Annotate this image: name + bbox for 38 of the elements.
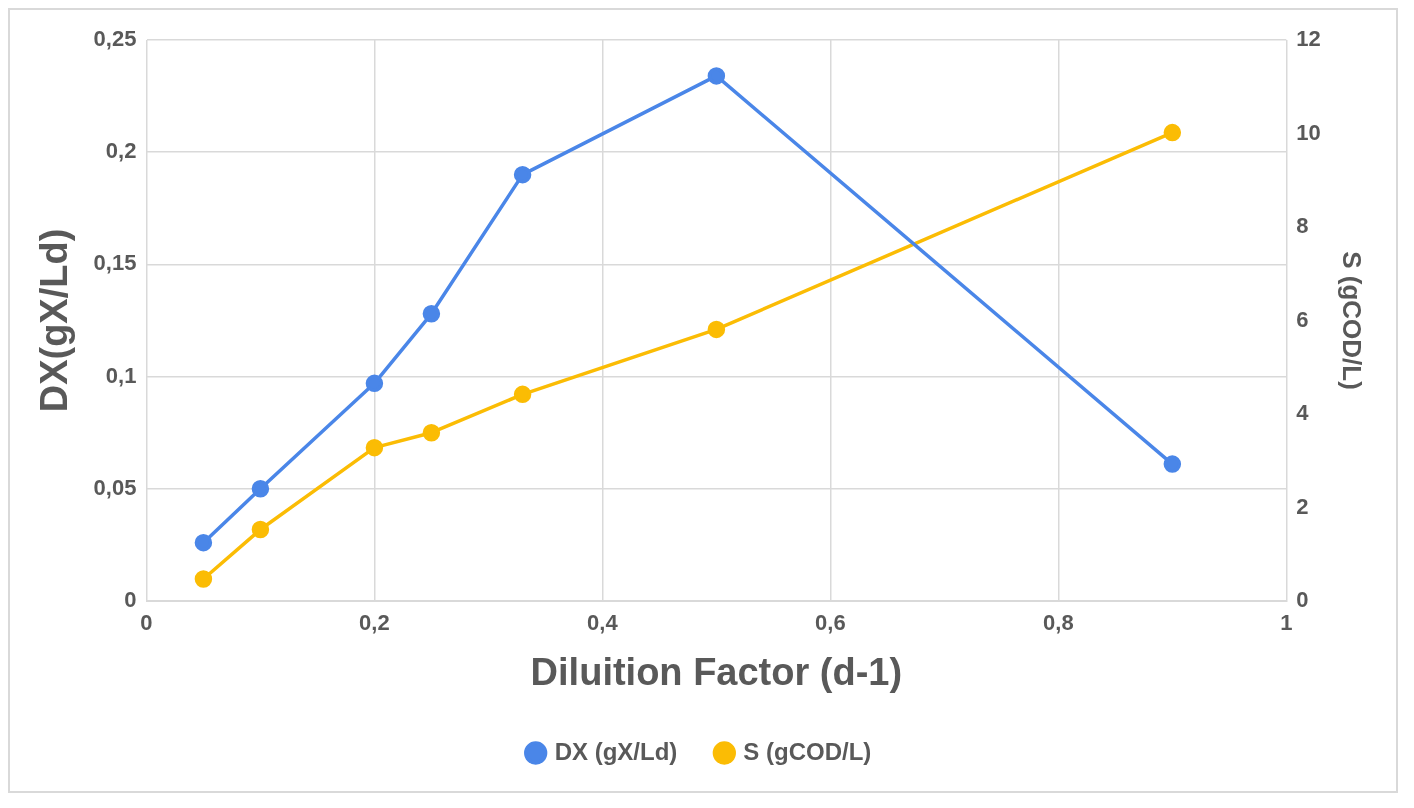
point xyxy=(707,67,726,85)
y-tick-label: 0,15 xyxy=(93,250,137,276)
point xyxy=(365,374,384,393)
y2-tick-label: 4 xyxy=(1296,400,1310,426)
x-tick-label: 0,8 xyxy=(1043,610,1074,636)
x-tick-label: 0 xyxy=(140,610,153,636)
y2-tick-label: 0 xyxy=(1296,587,1309,613)
y-tick-label: 0,25 xyxy=(93,26,137,52)
point xyxy=(513,165,532,184)
y2-tick-label: 12 xyxy=(1296,26,1321,52)
point xyxy=(513,385,532,404)
x-axis-title: Diluition Factor (d-1) xyxy=(530,650,903,693)
point xyxy=(194,533,213,552)
point xyxy=(422,305,441,323)
point xyxy=(251,480,270,498)
y2-tick-label: 8 xyxy=(1296,213,1309,239)
x-tick-label: 0,4 xyxy=(587,610,619,636)
point xyxy=(422,423,441,442)
y-axis-title: DX(gX/Ld) xyxy=(33,228,76,413)
y-tick-label: 0,2 xyxy=(105,138,137,164)
legend-label: DX (gX/Ld) xyxy=(554,737,678,765)
x-tick-label: 0,2 xyxy=(359,610,390,636)
y2-axis-title: S (gCOD/L) xyxy=(1337,251,1368,390)
point xyxy=(1163,123,1182,142)
point xyxy=(194,570,213,588)
y2-tick-label: 6 xyxy=(1296,306,1309,332)
y2-tick-label: 10 xyxy=(1296,119,1321,145)
y-tick-label: 0 xyxy=(124,587,137,613)
y-tick-label: 0,05 xyxy=(93,474,137,500)
x-tick-label: 1 xyxy=(1280,610,1293,636)
x-tick-label: 0,6 xyxy=(815,610,846,636)
point xyxy=(365,438,384,457)
point xyxy=(251,520,270,539)
point xyxy=(1163,455,1182,473)
y-tick-label: 0,1 xyxy=(105,362,137,388)
y2-tick-label: 2 xyxy=(1296,493,1309,519)
legend-label: S (gCOD/L) xyxy=(743,737,872,765)
point xyxy=(707,320,726,339)
